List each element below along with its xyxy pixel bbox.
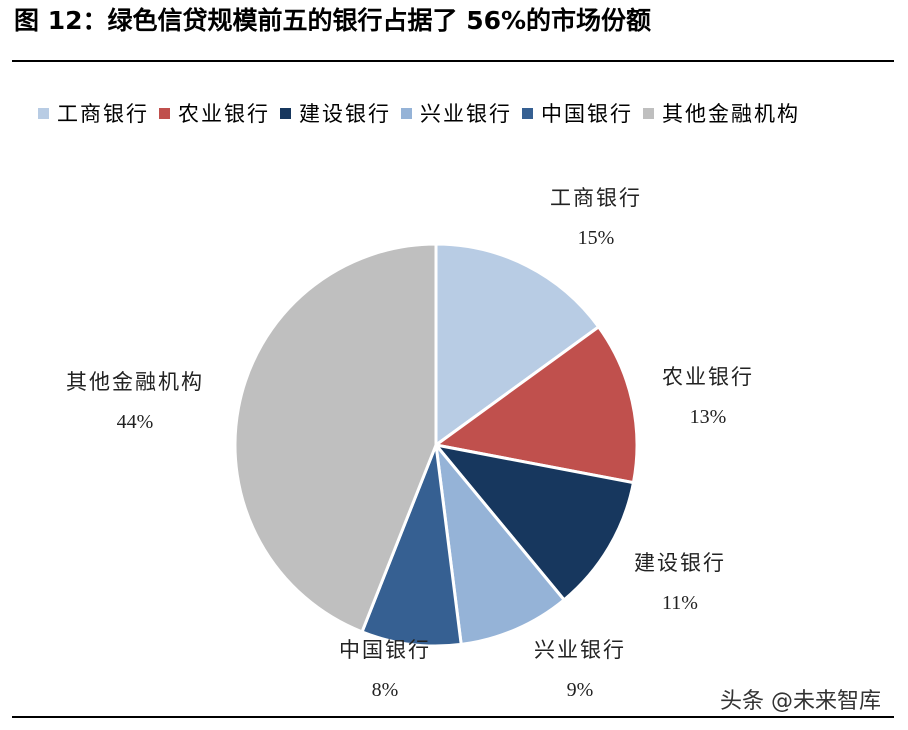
legend-label-abc: 农业银行 xyxy=(178,102,270,126)
pie-slice-boc xyxy=(360,444,463,648)
legend-label-boc: 中国银行 xyxy=(541,102,633,126)
slice-label-cib: 兴业银行 xyxy=(534,638,626,662)
slice-label-abc: 农业银行 xyxy=(662,365,754,389)
slice-value-ccb: 11% xyxy=(662,592,698,614)
legend-item-other: 其他金融机构 xyxy=(643,98,800,128)
slice-value-abc: 13% xyxy=(690,406,727,428)
legend-item-ccb: 建设银行 xyxy=(280,98,391,128)
legend-item-cib: 兴业银行 xyxy=(401,98,512,128)
legend-swatch-abc xyxy=(159,107,170,119)
bottom-rule xyxy=(12,716,894,718)
legend-label-other: 其他金融机构 xyxy=(662,102,800,126)
chart-title: 图 12：绿色信贷规模前五的银行占据了 56%的市场份额 xyxy=(14,6,652,35)
slice-value-other: 44% xyxy=(117,411,154,433)
legend-swatch-other xyxy=(643,107,654,119)
legend-label-ccb: 建设银行 xyxy=(299,102,391,126)
slice-label-boc: 中国银行 xyxy=(339,638,431,662)
legend-item-icbc: 工商银行 xyxy=(38,98,149,128)
slice-label-other: 其他金融机构 xyxy=(66,370,204,394)
slice-value-icbc: 15% xyxy=(578,227,615,249)
top-rule xyxy=(12,60,894,62)
watermark: 头条 @未来智库 xyxy=(720,689,881,714)
legend-item-abc: 农业银行 xyxy=(159,98,270,128)
legend-label-icbc: 工商银行 xyxy=(57,102,149,126)
pie-slice-icbc xyxy=(434,242,601,448)
legend-item-boc: 中国银行 xyxy=(522,98,633,128)
legend-label-cib: 兴业银行 xyxy=(420,102,512,126)
legend-swatch-cib xyxy=(401,107,412,119)
legend-swatch-ccb xyxy=(280,107,291,119)
pie-slice-other xyxy=(233,242,438,634)
pie-slices xyxy=(233,242,639,648)
legend-swatch-boc xyxy=(522,107,533,119)
slice-value-boc: 8% xyxy=(372,679,399,701)
slice-label-icbc: 工商银行 xyxy=(550,186,642,210)
slice-label-ccb: 建设银行 xyxy=(634,551,726,575)
chart-legend: 工商银行 农业银行 建设银行 兴业银行 中国银行 其他金融机构 xyxy=(38,98,810,128)
pie-slice-cib xyxy=(433,440,567,647)
slice-value-cib: 9% xyxy=(567,679,594,701)
pie-labels: 工商银行 15% 农业银行 13% 建设银行 11% 兴业银行 9% 中国银行 8% 其他金融机构 4… xyxy=(66,186,754,701)
pie-slice-abc xyxy=(432,324,639,485)
pie-slice-ccb xyxy=(432,442,636,602)
legend-swatch-icbc xyxy=(38,107,49,119)
